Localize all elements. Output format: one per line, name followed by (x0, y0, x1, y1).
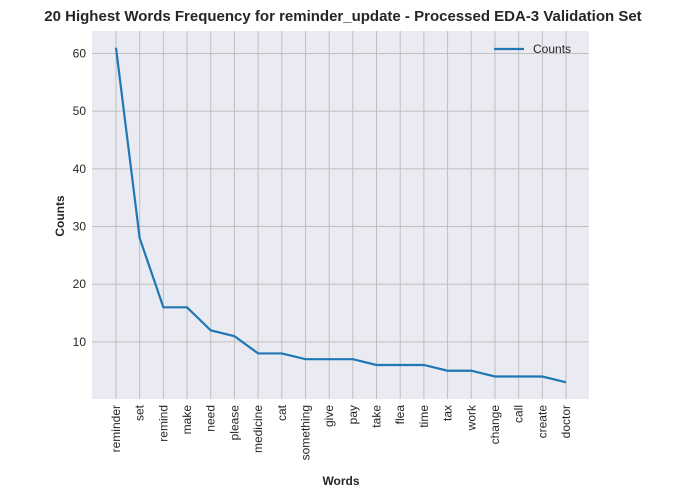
x-tick-label-give: give (322, 405, 336, 427)
y-tick-label: 60 (73, 46, 87, 60)
x-tick-label-remind: remind (156, 405, 170, 442)
x-axis-label: Words (322, 474, 359, 488)
y-axis-label: Counts (53, 195, 67, 237)
x-tick-label-tax: tax (441, 405, 455, 421)
grid-lines (92, 31, 589, 399)
x-tick-label-doctor: doctor (559, 405, 573, 438)
series-line-counts (114, 47, 567, 384)
chart-title: 20 Highest Words Frequency for reminder_… (44, 8, 641, 25)
legend-label: Counts (533, 42, 571, 56)
plot-area (92, 31, 589, 399)
x-tick-label-work: work (464, 404, 478, 431)
y-tick-label: 20 (73, 277, 87, 291)
x-tick-label-call: call (512, 405, 526, 423)
x-tick-label-set: set (133, 404, 147, 421)
x-tick-label-time: time (417, 405, 431, 428)
x-tick-label-change: change (488, 405, 502, 445)
y-tick-label: 50 (73, 104, 87, 118)
x-tick-label-create: create (535, 405, 549, 439)
legend: Counts (494, 42, 571, 56)
x-tick-label-take: take (370, 405, 384, 428)
x-tick-label-something: something (298, 405, 312, 460)
x-tick-label-medicine: medicine (251, 405, 265, 453)
y-tick-label: 30 (73, 220, 87, 234)
x-tick-label-reminder: reminder (109, 405, 123, 452)
y-axis-ticks: 10 20 30 40 50 60 (73, 46, 87, 348)
x-tick-label-cat: cat (275, 404, 289, 421)
x-tick-label-pay: pay (346, 405, 360, 424)
y-tick-label: 10 (73, 335, 87, 349)
y-tick-label: 40 (73, 162, 87, 176)
x-tick-label-need: need (204, 405, 218, 432)
x-tick-label-make: make (180, 405, 194, 435)
x-tick-label-please: please (227, 405, 241, 441)
x-axis-ticks: reminder set remind make need please medicine c… (109, 404, 573, 460)
x-tick-label-flea: flea (393, 405, 407, 425)
